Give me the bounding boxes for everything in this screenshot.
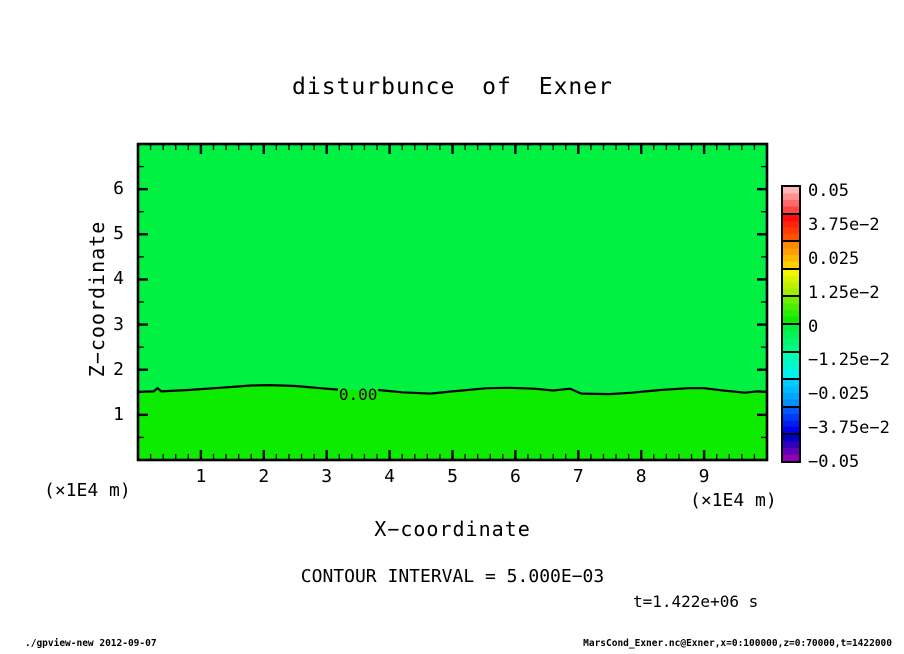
plot-border xyxy=(136,142,769,462)
contour-interval-note: CONTOUR INTERVAL = 5.000E−03 xyxy=(300,566,605,587)
x-tick-label: 9 xyxy=(698,466,710,487)
upper-region xyxy=(138,144,767,395)
colorbar-block xyxy=(783,297,799,325)
z-tick-label: 1 xyxy=(113,403,124,425)
colorbar-tick-label: −3.75e−2 xyxy=(808,418,890,439)
x-tick-label: 7 xyxy=(572,466,584,487)
colorbar xyxy=(781,185,801,463)
z-tick-label: 4 xyxy=(113,268,124,290)
colorbar-tick-label: 0 xyxy=(808,316,819,337)
time-stamp: t=1.422e+06 s xyxy=(633,592,759,611)
x-tick-label: 3 xyxy=(321,466,333,487)
x-tick-label: 8 xyxy=(635,466,647,487)
colorbar-tick-label: −0.05 xyxy=(808,452,860,472)
x-tick-label: 2 xyxy=(258,466,270,487)
colorbar-tick-label: 0.025 xyxy=(808,248,860,269)
x-tick-label: 4 xyxy=(384,466,396,487)
colorbar-tick-label: 1.25e−2 xyxy=(808,282,880,303)
colorbar-tick-label: 0.05 xyxy=(808,181,849,201)
plot-area: 0.00 xyxy=(136,142,769,462)
colorbar-block xyxy=(783,242,799,270)
x-tick-label: 1 xyxy=(195,466,207,487)
colorbar-block xyxy=(783,380,799,408)
x-tick-label: 5 xyxy=(447,466,458,487)
z-tick-label: 2 xyxy=(113,358,124,380)
colorbar-block xyxy=(783,407,799,436)
colorbar-block xyxy=(783,269,799,298)
colorbar-block xyxy=(783,187,799,215)
footer-command: ./gpview-new 2012-09-07 xyxy=(25,638,157,649)
x-tick-label: 6 xyxy=(509,466,521,487)
zero-contour-line xyxy=(137,383,339,393)
zero-contour-label: 0.00 xyxy=(339,385,378,404)
colorbar-block xyxy=(783,324,799,353)
zero-contour-line xyxy=(378,386,768,396)
z-tick-label: 5 xyxy=(113,223,124,245)
plot-title: disturbunce of Exner xyxy=(292,74,613,100)
footer-dataset: MarsCond_Exner.nc@Exner,x=0:100000,z=0:7… xyxy=(583,638,892,649)
colorbar-tick-label: −1.25e−2 xyxy=(808,350,890,371)
z-tick-label: 3 xyxy=(113,313,124,335)
z-axis-unit: (×1E4 m) xyxy=(44,480,131,501)
z-tick-label: 6 xyxy=(113,178,124,200)
colorbar-block xyxy=(783,435,799,461)
colorbar-tick-label: 3.75e−2 xyxy=(808,214,880,235)
x-axis-unit: (×1E4 m) xyxy=(690,490,777,511)
x-axis-label: X−coordinate xyxy=(374,517,531,541)
colorbar-block xyxy=(783,214,799,243)
colorbar-block xyxy=(783,352,799,381)
colorbar-tick-label: −0.025 xyxy=(808,384,870,405)
